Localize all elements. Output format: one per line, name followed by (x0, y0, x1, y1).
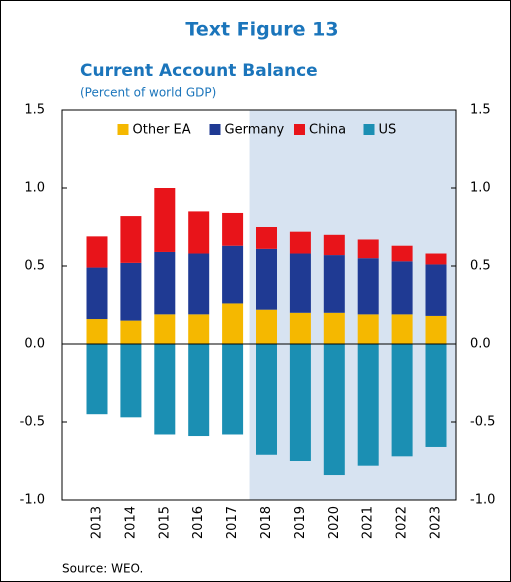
y-tick-label: 1.0 (24, 181, 45, 196)
y2-tick-label: 1.0 (470, 181, 491, 196)
source: Source: WEO. (62, 562, 143, 576)
bar-segment (154, 314, 176, 344)
y-tick-label: 0.5 (24, 259, 45, 274)
bar-segment (425, 253, 447, 265)
bar-segment (222, 245, 244, 304)
bar-segment (289, 231, 311, 254)
bar-segment (256, 344, 277, 455)
bar-segment (154, 188, 176, 252)
bar-segment (323, 312, 345, 344)
x-tick-label: 2015 (157, 506, 172, 539)
legend-label: US (379, 123, 397, 138)
chart-title: Text Figure 13 (185, 19, 338, 41)
bar-segment (391, 314, 413, 344)
bar-segment (357, 258, 379, 315)
bar-segment (188, 253, 210, 315)
bar-segment (391, 344, 413, 457)
bar-segment (323, 344, 345, 476)
bar-segment (289, 253, 311, 313)
y-tick-label: 1.5 (24, 103, 45, 118)
bar-segment (425, 315, 447, 344)
bar-segment (256, 248, 277, 310)
x-tick-label: 2022 (395, 506, 410, 539)
bar-segment (289, 344, 311, 461)
y-tick-label: -0.5 (20, 415, 45, 430)
bar-segment (425, 344, 447, 447)
bar-segment (86, 267, 108, 320)
bar-segment (323, 234, 345, 256)
bar-segment (86, 319, 108, 344)
unit-label: (Percent of world GDP) (80, 86, 216, 100)
bar-segment (120, 320, 142, 344)
bar-segment (120, 344, 142, 418)
chart-subtitle: Current Account Balance (80, 61, 318, 81)
bar-segment (188, 211, 210, 254)
bar-segment (86, 344, 108, 415)
x-tick-label: 2019 (293, 506, 308, 539)
x-tick-label: 2021 (361, 506, 376, 539)
bar-segment (222, 212, 244, 246)
x-tick-label: 2023 (429, 506, 444, 539)
legend-swatch (363, 124, 375, 135)
bar-segment (425, 264, 447, 316)
y2-tick-label: 1.5 (470, 103, 491, 118)
x-tick-label: 2013 (90, 506, 105, 539)
bar-segment (357, 314, 379, 344)
bar-segment (391, 261, 413, 315)
bar-segment (188, 344, 210, 437)
x-tick-label: 2017 (225, 506, 240, 539)
legend-label: China (309, 123, 346, 138)
bar-segment (222, 303, 244, 344)
bar-segment (357, 239, 379, 259)
x-tick-label: 2016 (191, 506, 206, 539)
legend-label: Germany (225, 123, 285, 138)
bar-segment (256, 227, 277, 249)
legend-swatch (117, 124, 129, 135)
bar-segment (222, 344, 244, 435)
bar-segment (154, 251, 176, 315)
x-tick-label: 2018 (259, 506, 274, 539)
y2-tick-label: -1.0 (470, 493, 495, 508)
legend-label: Other EA (133, 123, 191, 138)
bar-segment (357, 344, 379, 466)
x-tick-label: 2014 (123, 506, 138, 539)
bar-segment (154, 344, 176, 435)
legend-swatch (209, 124, 221, 135)
shaded-region (249, 110, 456, 500)
y2-tick-label: 0.5 (470, 259, 491, 274)
bar-segment (86, 236, 108, 268)
bar-segment (120, 262, 142, 321)
y2-tick-label: 0.0 (470, 337, 491, 352)
y-tick-label: -1.0 (20, 493, 45, 508)
y2-tick-label: -0.5 (470, 415, 495, 430)
legend-swatch (294, 124, 305, 135)
bar-segment (391, 245, 413, 262)
bar-segment (289, 312, 311, 344)
bar-segment (256, 309, 277, 344)
y-tick-label: 0.0 (24, 337, 45, 352)
bar-segment (120, 216, 142, 263)
x-tick-label: 2020 (327, 506, 342, 539)
bar-segment (188, 314, 210, 344)
bar-segment (323, 255, 345, 313)
plot-frame (61, 109, 457, 501)
